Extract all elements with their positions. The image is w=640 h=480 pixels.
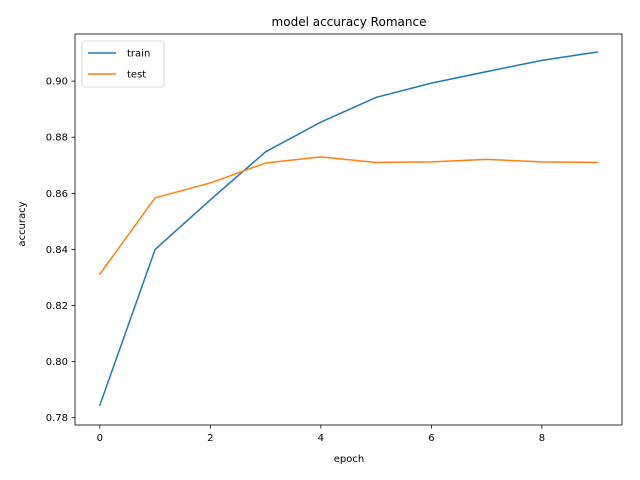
legend: train test (81, 40, 165, 88)
y-tick-label: 0.82 (46, 301, 68, 312)
y-tick-label: 0.86 (46, 189, 68, 200)
plot-background (75, 34, 622, 425)
y-tick-label: 0.84 (46, 245, 68, 256)
series-line-train (98, 51, 598, 407)
x-tick-label: 6 (428, 433, 434, 444)
series-line-test (98, 156, 598, 276)
series-layer (98, 51, 598, 407)
x-tick-label: 0 (97, 433, 103, 444)
legend-box (81, 40, 165, 88)
y-tick-label: 0.90 (46, 77, 68, 88)
y-tick-label: 0.78 (46, 413, 68, 424)
chart-title: model accuracy Romance (272, 15, 427, 29)
legend-label-train: train (127, 49, 150, 60)
x-axis-label: epoch (334, 454, 364, 465)
x-tick-label: 2 (207, 433, 213, 444)
x-tick-label: 8 (539, 433, 545, 444)
y-axis-label: accuracy (17, 201, 28, 246)
y-tick-label: 0.88 (46, 133, 68, 144)
axes-frame (74, 33, 623, 426)
y-tick-label: 0.80 (46, 357, 68, 368)
plot-area (75, 34, 622, 425)
axes-layer: 0 2 4 6 8 0.78 0.80 0.82 0.84 0.86 0.88 0.90 (46, 33, 623, 444)
x-tick-label: 4 (318, 433, 324, 444)
legend-label-test: test (127, 70, 146, 81)
